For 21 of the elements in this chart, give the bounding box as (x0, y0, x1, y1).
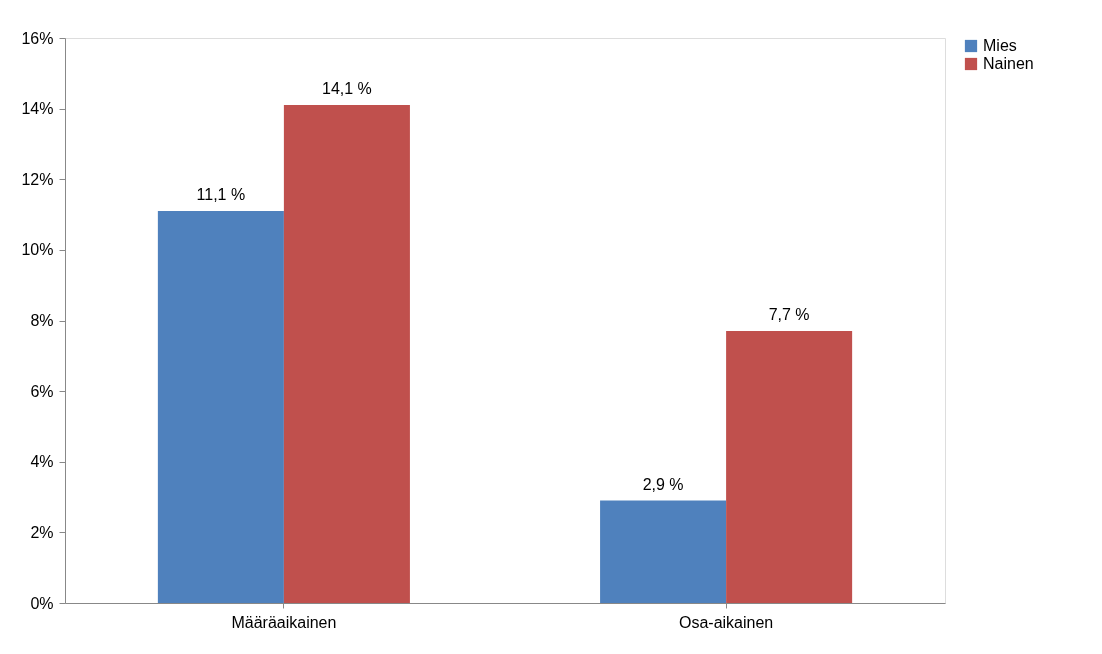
y-tick-label: 2% (30, 523, 54, 541)
y-tick-label: 8% (30, 312, 54, 329)
y-tick-label: 6% (30, 382, 54, 400)
data-label: 2,9 % (642, 475, 684, 493)
legend-label: Mies (983, 37, 1017, 54)
data-label: 7,7 % (768, 306, 810, 324)
data-label: 11,1 % (196, 186, 246, 204)
data-label: 14,1 % (322, 80, 372, 98)
y-tick-label: 12% (21, 170, 54, 188)
y-tick-label: 10% (21, 241, 54, 259)
x-tick-label: Määräaikainen (231, 613, 337, 631)
bar (600, 500, 727, 603)
x-tick-label: Osa-aikainen (678, 613, 774, 631)
legend-label: Nainen (983, 55, 1034, 72)
bar (283, 105, 410, 603)
bar (726, 331, 853, 603)
y-tick-label: 14% (21, 100, 54, 118)
y-tick-label: 4% (30, 453, 54, 471)
bar (157, 211, 284, 603)
y-tick-label: 0% (30, 594, 54, 612)
y-tick-label: 16% (21, 29, 54, 47)
